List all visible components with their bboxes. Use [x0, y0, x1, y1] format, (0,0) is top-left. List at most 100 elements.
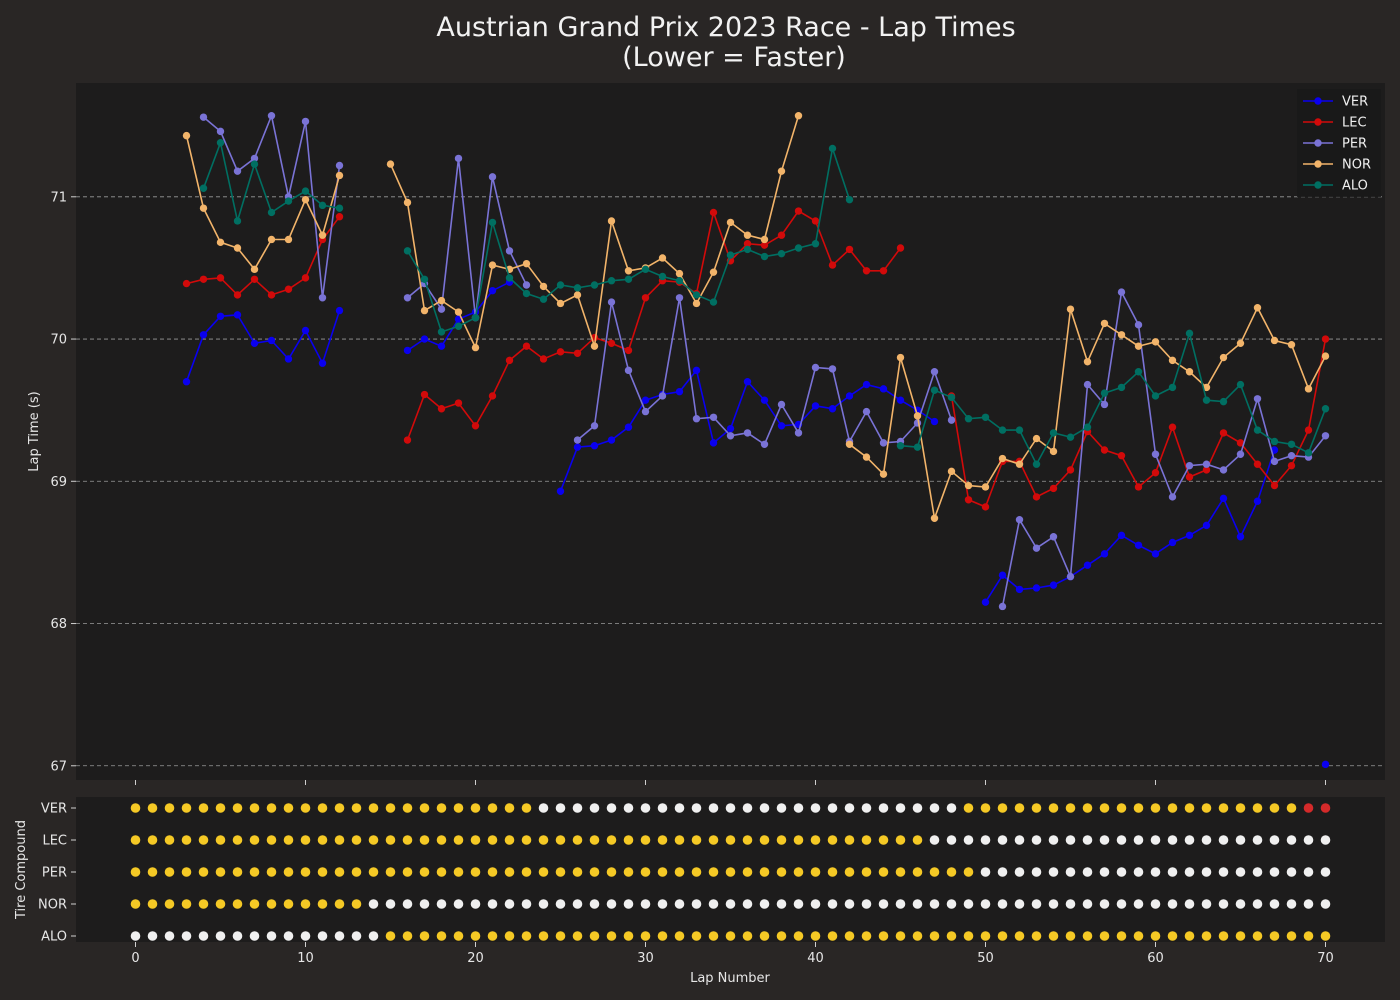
point-ver-lap-40: [811, 402, 820, 410]
x-tick-label-40: 40: [807, 951, 824, 966]
point-nor-lap-9: [284, 235, 293, 244]
point-alo-lap-47: [930, 386, 939, 394]
point-alo-lap-19: [454, 322, 463, 330]
tire-dot-lec-lap-24: [538, 835, 549, 845]
tire-y-axis-label: Tire Compound: [14, 820, 29, 920]
point-nor-lap-69: [1304, 385, 1313, 393]
tire-dot-nor-lap-68: [1286, 899, 1297, 909]
point-ver-lap-56: [1083, 561, 1092, 569]
tire-dot-nor-lap-13: [351, 899, 362, 909]
point-ver-lap-26: [573, 443, 582, 451]
point-alo-lap-12: [335, 204, 344, 212]
tire-dot-lec-lap-39: [793, 835, 804, 845]
tire-dot-per-lap-13: [351, 867, 362, 877]
x-axis-label: Lap Number: [690, 971, 770, 986]
point-per-lap-51: [998, 602, 1007, 611]
point-ver-lap-12: [335, 306, 344, 315]
point-ver-lap-61: [1168, 538, 1177, 547]
tire-row-ver: [130, 803, 1331, 813]
point-per-lap-59: [1134, 321, 1143, 329]
point-per-lap-63: [1202, 460, 1211, 468]
point-per-lap-56: [1083, 380, 1092, 389]
point-ver-lap-6: [233, 311, 242, 319]
point-alo-lap-68: [1287, 440, 1296, 449]
tire-dot-ver-lap-23: [521, 803, 532, 813]
point-nor-lap-7: [250, 265, 259, 274]
tire-dot-ver-lap-2: [164, 803, 175, 813]
tire-dot-ver-lap-61: [1167, 803, 1178, 813]
point-nor-lap-35: [726, 218, 735, 227]
tire-dot-ver-lap-44: [878, 803, 889, 813]
tire-dot-per-lap-53: [1031, 867, 1042, 877]
tire-dot-ver-lap-20: [470, 803, 481, 813]
point-per-lap-70: [1321, 432, 1330, 440]
tire-dot-ver-lap-43: [861, 803, 872, 813]
point-per-lap-7: [250, 154, 259, 163]
tire-dot-lec-lap-20: [470, 835, 481, 845]
point-alo-lap-10: [301, 187, 310, 195]
tire-row-label-ver: VER: [41, 802, 67, 817]
tire-dot-ver-lap-15: [385, 803, 396, 813]
tire-dot-nor-lap-0: [130, 899, 141, 909]
tire-dot-per-lap-62: [1184, 867, 1195, 877]
tire-dot-lec-lap-25: [555, 835, 566, 845]
tire-dot-nor-lap-2: [164, 899, 175, 909]
tire-dot-nor-lap-51: [997, 899, 1008, 909]
tire-dot-nor-lap-23: [521, 899, 532, 909]
point-alo-lap-42: [845, 195, 854, 204]
tire-dot-lec-lap-54: [1048, 835, 1059, 845]
tire-dot-alo-lap-45: [895, 931, 906, 941]
tire-dot-per-lap-7: [249, 867, 260, 877]
point-per-lap-38: [777, 400, 786, 409]
tire-dot-ver-lap-12: [334, 803, 345, 813]
point-nor-lap-55: [1066, 305, 1075, 313]
tire-dot-nor-lap-12: [334, 899, 345, 909]
tire-dot-ver-lap-16: [402, 803, 413, 813]
tire-dot-ver-lap-33: [691, 803, 702, 813]
tire-dot-per-lap-57: [1099, 867, 1110, 877]
tire-dot-ver-lap-41: [827, 803, 838, 813]
point-alo-lap-41: [828, 144, 837, 153]
tire-dot-nor-lap-33: [691, 899, 702, 909]
tire-dot-alo-lap-30: [640, 931, 651, 941]
tire-dot-ver-lap-21: [487, 803, 498, 813]
point-nor-lap-60: [1151, 338, 1160, 346]
tire-dot-per-lap-17: [419, 867, 430, 877]
tire-dot-lec-lap-17: [419, 835, 430, 845]
tire-dot-alo-lap-17: [419, 931, 430, 941]
lap-time-series: [182, 112, 1330, 769]
point-lec-lap-16: [403, 436, 412, 444]
tire-dot-nor-lap-30: [640, 899, 651, 909]
point-per-lap-41: [828, 365, 837, 373]
point-nor-lap-54: [1049, 447, 1058, 456]
tire-dot-nor-lap-38: [776, 899, 787, 909]
point-nor-lap-42: [845, 440, 854, 449]
tire-x-ticks: 0 10 20 30 40 50 60 70: [131, 942, 1334, 966]
point-ver-lap-7: [250, 339, 259, 348]
point-lec-lap-30: [641, 294, 650, 302]
tire-dot-alo-lap-25: [555, 931, 566, 941]
point-alo-lap-27: [590, 281, 599, 289]
tire-dot-alo-lap-21: [487, 931, 498, 941]
point-nor-lap-67: [1270, 336, 1279, 345]
tire-dot-lec-lap-60: [1150, 835, 1161, 845]
point-lec-lap-38: [777, 231, 786, 239]
tire-dot-per-lap-0: [130, 867, 141, 877]
point-alo-lap-45: [896, 442, 905, 450]
tire-dot-lec-lap-33: [691, 835, 702, 845]
point-alo-lap-5: [216, 139, 225, 147]
tire-dot-ver-lap-63: [1201, 803, 1212, 813]
point-nor-lap-66: [1253, 304, 1262, 312]
tire-dot-per-lap-42: [844, 867, 855, 877]
point-ver-lap-57: [1100, 550, 1109, 558]
point-per-lap-30: [641, 407, 650, 416]
tire-dot-ver-lap-65: [1235, 803, 1246, 813]
point-alo-lap-4: [199, 184, 208, 192]
tire-dot-ver-lap-18: [436, 803, 447, 813]
point-per-lap-21: [488, 173, 497, 181]
tire-dot-lec-lap-57: [1099, 835, 1110, 845]
point-lec-lap-64: [1219, 429, 1228, 437]
lap-time-x-ticks: [135, 780, 1326, 785]
tire-dot-lec-lap-46: [912, 835, 923, 845]
point-alo-lap-21: [488, 218, 497, 227]
